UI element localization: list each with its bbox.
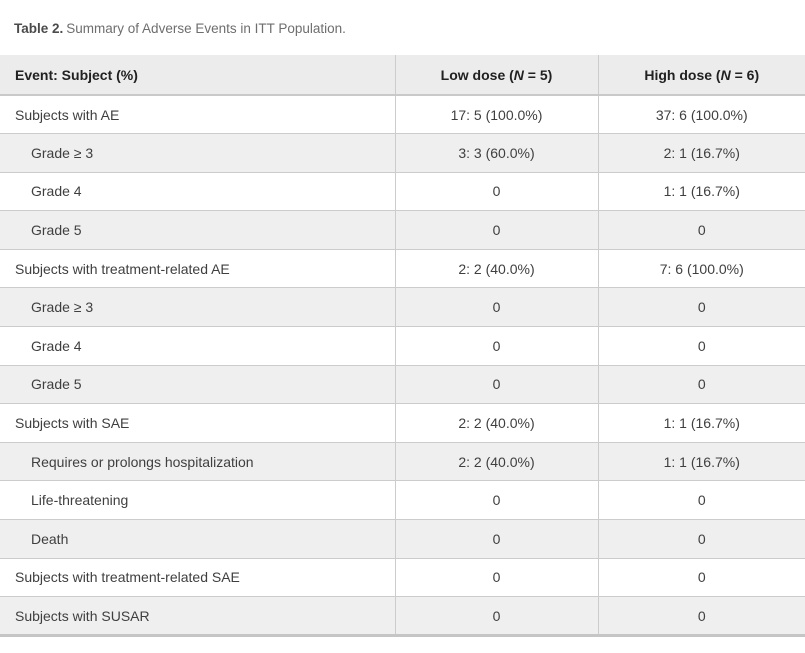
table-caption: Table 2. Summary of Adverse Events in ITT… [0, 0, 805, 37]
column-header-event: Event: Subject (%) [0, 55, 396, 96]
table-row: Life-threatening 0 0 [0, 480, 805, 521]
event-label-cell: Grade 5 [0, 365, 396, 405]
event-label-cell: Grade 4 [0, 326, 396, 366]
high-dose-header-post: = 6) [730, 66, 760, 83]
event-label-cell: Grade 5 [0, 210, 396, 250]
table-row: Grade ≥ 3 0 0 [0, 287, 805, 328]
table-row: Grade ≥ 3 3: 3 (60.0%) 2: 1 (16.7%) [0, 133, 805, 173]
high-dose-value-cell: 1: 1 (16.7%) [598, 442, 805, 482]
low-dose-value-cell: 2: 2 (40.0%) [395, 442, 599, 482]
high-dose-value-cell: 0 [598, 365, 805, 405]
high-dose-value-cell: 2: 1 (16.7%) [598, 133, 805, 173]
high-dose-header-pre: High dose ( [644, 66, 721, 83]
low-dose-value-cell: 0 [395, 210, 599, 250]
low-dose-value-cell: 0 [395, 287, 599, 328]
table-row: Subjects with treatment-related AE 2: 2 … [0, 249, 805, 289]
article-page: Table 2. Summary of Adverse Events in ITT… [0, 0, 805, 637]
event-label-cell: Life-threatening [0, 480, 396, 521]
event-label-cell: Subjects with treatment-related AE [0, 249, 396, 289]
low-dose-value-cell: 2: 2 (40.0%) [395, 249, 599, 289]
low-dose-value-cell: 17: 5 (100.0%) [395, 95, 599, 135]
event-label-cell: Subjects with treatment-related SAE [0, 558, 396, 598]
low-dose-value-cell: 0 [395, 326, 599, 366]
low-dose-value-cell: 3: 3 (60.0%) [395, 133, 599, 173]
high-dose-value-cell: 0 [598, 210, 805, 250]
event-label-cell: Grade 4 [0, 172, 396, 212]
table-caption-text: Summary of Adverse Events in ITT Populat… [66, 21, 346, 36]
column-header-low-dose: Low dose (N = 5) [395, 55, 599, 96]
table-row: Grade 5 0 0 [0, 210, 805, 250]
low-dose-value-cell: 0 [395, 365, 599, 405]
table-row: Grade 4 0 0 [0, 326, 805, 366]
adverse-events-table: Event: Subject (%) Low dose (N = 5) High… [0, 55, 805, 637]
high-dose-value-cell: 0 [598, 596, 805, 637]
event-label-cell: Subjects with SUSAR [0, 596, 396, 637]
high-dose-value-cell: 7: 6 (100.0%) [598, 249, 805, 289]
table-row: Subjects with treatment-related SAE 0 0 [0, 558, 805, 598]
low-dose-value-cell: 2: 2 (40.0%) [395, 403, 599, 443]
column-header-high-dose: High dose (N = 6) [598, 55, 805, 96]
table-row: Subjects with SAE 2: 2 (40.0%) 1: 1 (16.… [0, 403, 805, 443]
high-dose-value-cell: 0 [598, 519, 805, 559]
low-dose-value-cell: 0 [395, 480, 599, 521]
high-dose-value-cell: 0 [598, 287, 805, 328]
table-row: Subjects with SUSAR 0 0 [0, 596, 805, 637]
low-dose-value-cell: 0 [395, 519, 599, 559]
event-label-cell: Subjects with SAE [0, 403, 396, 443]
low-dose-value-cell: 0 [395, 172, 599, 212]
event-label-cell: Requires or prolongs hospitalization [0, 442, 396, 482]
table-row: Death 0 0 [0, 519, 805, 559]
low-dose-header-post: = 5) [523, 66, 553, 83]
table-row: Grade 4 0 1: 1 (16.7%) [0, 172, 805, 212]
low-dose-header-pre: Low dose ( [440, 66, 514, 83]
table-row: Grade 5 0 0 [0, 365, 805, 405]
low-dose-n-symbol: N [513, 66, 524, 83]
event-label-cell: Subjects with AE [0, 95, 396, 135]
high-dose-value-cell: 37: 6 (100.0%) [598, 95, 805, 135]
event-label-cell: Grade ≥ 3 [0, 133, 396, 173]
high-dose-value-cell: 1: 1 (16.7%) [598, 403, 805, 443]
high-dose-value-cell: 0 [598, 326, 805, 366]
high-dose-value-cell: 0 [598, 558, 805, 598]
low-dose-value-cell: 0 [395, 558, 599, 598]
table-row: Requires or prolongs hospitalization 2: … [0, 442, 805, 482]
event-label-cell: Grade ≥ 3 [0, 287, 396, 328]
table-caption-label: Table 2. [14, 21, 64, 36]
high-dose-value-cell: 1: 1 (16.7%) [598, 172, 805, 212]
low-dose-value-cell: 0 [395, 596, 599, 637]
header-row: Event: Subject (%) Low dose (N = 5) High… [0, 55, 805, 96]
table-row: Subjects with AE 17: 5 (100.0%) 37: 6 (1… [0, 95, 805, 135]
high-dose-value-cell: 0 [598, 480, 805, 521]
high-dose-n-symbol: N [720, 66, 731, 83]
event-label-cell: Death [0, 519, 396, 559]
